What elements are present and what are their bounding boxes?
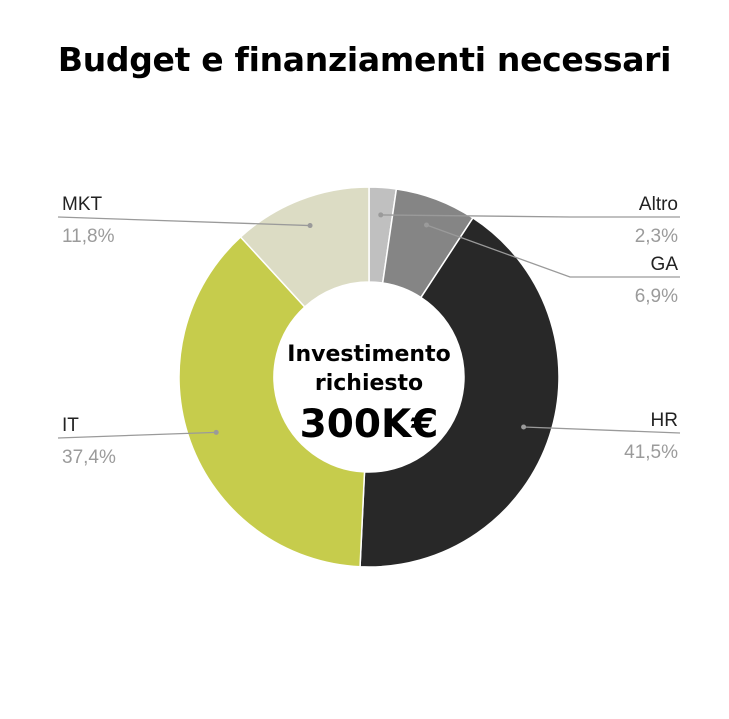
- slice-label-mkt: MKT: [62, 194, 103, 215]
- leader-line-it: [57, 431, 217, 439]
- slice-hr: [359, 216, 560, 568]
- leader-dot-hr: [521, 424, 527, 430]
- slice-label-ga: GA: [651, 254, 679, 275]
- leader-line-altro: [380, 214, 680, 218]
- center-label-line2: richiesto: [315, 371, 423, 396]
- leader-dot-ga: [423, 222, 429, 228]
- leader-line-ga: [426, 224, 680, 278]
- slice-value-it: 37,4%: [62, 447, 116, 468]
- slice-mkt: [239, 186, 370, 309]
- page-title: Budget e finanziamenti necessari: [57, 40, 672, 79]
- slice-label-altro: Altro: [639, 194, 678, 215]
- slice-label-hr: HR: [651, 410, 678, 431]
- center-label-line1: Investimento: [287, 342, 450, 367]
- slice-value-hr: 41,5%: [624, 442, 678, 463]
- donut-slices: [178, 186, 560, 568]
- leader-line-hr: [523, 426, 681, 434]
- leader-dot-mkt: [307, 223, 313, 229]
- slice-value-ga: 6,9%: [635, 286, 678, 307]
- center-label: Investimento richiesto 300K€: [287, 342, 450, 447]
- slice-value-altro: 2,3%: [635, 226, 678, 247]
- leader-dot-it: [213, 429, 219, 435]
- center-label-value: 300K€: [300, 402, 439, 447]
- slice-it: [178, 235, 366, 568]
- slice-value-mkt: 11,8%: [62, 226, 115, 247]
- slice-label-it: IT: [62, 415, 79, 436]
- leader-line-mkt: [57, 216, 311, 227]
- slice-labels: Altro 2,3% GA 6,9% HR 41,5% IT 37,4% MKT 11,8%: [62, 194, 678, 468]
- leader-lines: [57, 212, 681, 439]
- leader-dot-altro: [378, 212, 384, 218]
